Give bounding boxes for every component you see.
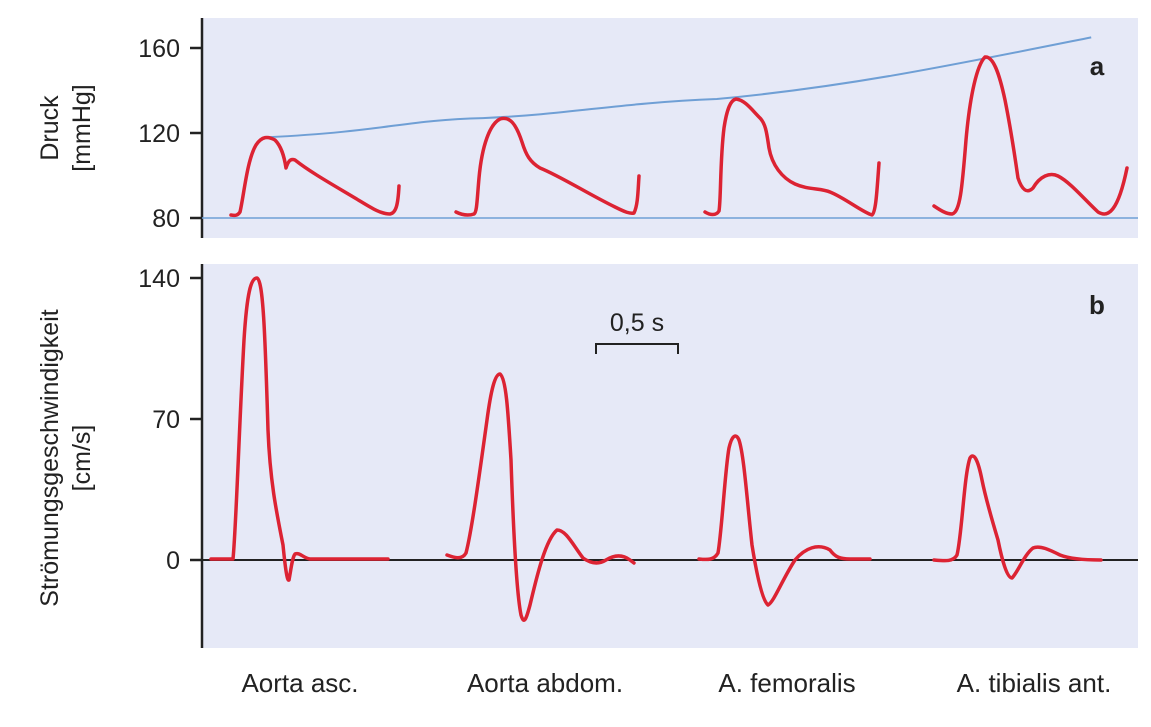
panel-b-ylabel-line1: Strömungsgeschwindigkeit <box>36 309 64 606</box>
category-label-a-femoralis: A. femoralis <box>718 668 855 698</box>
velocity-curve-a-femoralis <box>697 434 872 607</box>
velocity-curve-aorta-abdom <box>445 372 636 622</box>
panel-b-tick-label: 140 <box>138 265 180 293</box>
panel-b-background <box>202 264 1138 648</box>
time-scale-bar-label: 0,5 s <box>610 309 664 337</box>
category-label-aorta-abdom: Aorta abdom. <box>467 668 623 698</box>
panel-a-tick-label: 80 <box>152 205 180 233</box>
time-scale-bar <box>595 343 679 354</box>
category-label-aorta-asc: Aorta asc. <box>241 668 358 698</box>
panel-a-tick-label: 160 <box>138 35 180 63</box>
pressure-curve-a-tibialis-ant <box>932 55 1129 216</box>
pressure-curve-aorta-abdom <box>454 116 641 217</box>
panel-a-tick-label: 120 <box>138 120 180 148</box>
velocity-curve-aorta-asc <box>209 276 390 582</box>
category-label-a-tibialis-ant: A. tibialis ant. <box>957 668 1112 698</box>
panel-b-label: b <box>1089 290 1105 320</box>
panel-b-tick-label: 70 <box>152 406 180 434</box>
panel-b-ylabel-line2: [cm/s] <box>68 425 96 492</box>
panel-a-ylabel-line1: Druck <box>36 95 64 161</box>
panel-a-label: a <box>1090 51 1105 81</box>
pressure-peak-envelope <box>267 36 1092 139</box>
panel-b-tick-label: 0 <box>166 547 180 575</box>
pressure-curve-aorta-asc <box>229 135 401 218</box>
panel-a-ylabel-line2: [mmHg] <box>68 84 96 172</box>
panel-a-background <box>202 18 1138 238</box>
velocity-curve-a-tibialis-ant <box>932 454 1103 580</box>
pressure-curve-a-femoralis <box>703 97 881 217</box>
